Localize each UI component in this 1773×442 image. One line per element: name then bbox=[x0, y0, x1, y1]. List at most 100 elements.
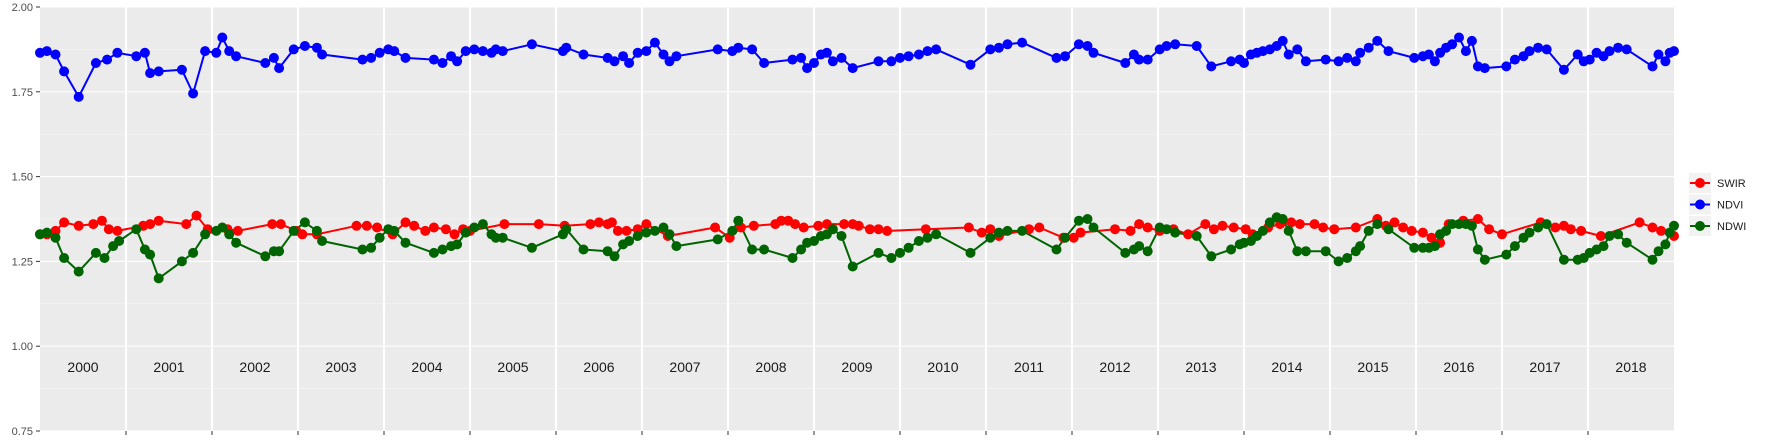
data-point-ndwi bbox=[796, 244, 807, 255]
data-point-swir bbox=[1125, 225, 1136, 236]
data-point-ndvi bbox=[1350, 56, 1361, 67]
data-point-ndvi bbox=[1541, 44, 1552, 55]
data-point-swir bbox=[1426, 232, 1437, 243]
data-point-ndvi bbox=[1660, 56, 1671, 67]
year-label: 2010 bbox=[927, 359, 958, 375]
data-point-ndwi bbox=[389, 225, 400, 236]
data-point-ndvi bbox=[317, 49, 328, 60]
data-point-swir bbox=[499, 219, 510, 230]
data-point-ndvi bbox=[1454, 32, 1464, 43]
data-point-ndvi bbox=[1409, 52, 1420, 63]
series-points bbox=[35, 32, 1679, 284]
data-point-ndvi bbox=[452, 56, 463, 67]
data-point-swir bbox=[88, 219, 99, 230]
data-point-swir bbox=[882, 225, 893, 236]
data-point-ndwi bbox=[1283, 225, 1294, 236]
data-point-ndwi bbox=[1257, 225, 1268, 236]
data-point-swir bbox=[864, 224, 875, 235]
data-point-swir bbox=[873, 224, 884, 235]
data-point-swir bbox=[1075, 227, 1086, 238]
data-point-ndwi bbox=[1300, 246, 1311, 257]
data-point-ndwi bbox=[809, 236, 819, 246]
data-point-swir bbox=[73, 220, 84, 231]
data-point-ndvi bbox=[671, 51, 682, 62]
data-point-ndvi bbox=[632, 47, 643, 58]
data-point-ndwi bbox=[1429, 241, 1440, 252]
data-point-ndvi bbox=[153, 66, 164, 77]
data-point-ndvi bbox=[1429, 56, 1440, 67]
data-point-ndwi bbox=[1660, 239, 1671, 250]
data-point-swir bbox=[606, 217, 617, 228]
data-point-ndwi bbox=[1161, 224, 1172, 235]
data-point-ndwi bbox=[827, 224, 838, 235]
data-point-ndwi bbox=[836, 231, 847, 241]
data-point-swir bbox=[449, 229, 460, 240]
data-point-swir bbox=[710, 222, 721, 233]
legend-label-ndwi: NDWI bbox=[1717, 221, 1746, 233]
data-point-ndvi bbox=[437, 58, 448, 68]
data-point-ndvi bbox=[985, 44, 996, 55]
year-label: 2009 bbox=[841, 359, 872, 375]
data-point-ndvi bbox=[1320, 54, 1331, 65]
data-point-swir bbox=[267, 219, 278, 230]
data-point-ndvi bbox=[274, 63, 285, 74]
data-point-ndwi bbox=[649, 225, 660, 236]
data-point-ndwi bbox=[1342, 253, 1353, 263]
data-point-swir bbox=[1200, 219, 1211, 230]
data-point-ndvi bbox=[1277, 35, 1288, 46]
data-point-swir bbox=[1656, 225, 1667, 236]
data-point-ndvi bbox=[965, 59, 976, 70]
data-point-ndvi bbox=[787, 54, 798, 65]
data-point-ndvi bbox=[1002, 39, 1013, 50]
year-label: 2006 bbox=[583, 359, 614, 375]
data-point-ndwi bbox=[733, 215, 744, 226]
y-axis: 0.75 1.00 1.25 1.50 1.75 2.00 bbox=[12, 2, 40, 438]
data-point-ndwi bbox=[1441, 225, 1452, 236]
data-point-swir bbox=[985, 224, 996, 235]
data-point-ndvi bbox=[1051, 52, 1062, 63]
legend: SWIR NDVI NDWI bbox=[1689, 173, 1746, 236]
data-point-swir bbox=[1647, 222, 1658, 233]
data-point-ndwi bbox=[1017, 225, 1028, 236]
data-point-ndwi bbox=[1277, 214, 1288, 224]
year-label: 2005 bbox=[497, 359, 528, 375]
data-point-ndvi bbox=[145, 68, 156, 79]
legend-key-ndwi bbox=[1695, 221, 1705, 231]
data-point-swir bbox=[748, 220, 759, 231]
data-point-ndvi bbox=[1300, 56, 1311, 67]
data-point-ndvi bbox=[1060, 51, 1071, 62]
data-point-swir bbox=[145, 219, 156, 230]
year-label: 2003 bbox=[325, 359, 356, 375]
data-point-ndvi bbox=[836, 52, 847, 63]
data-point-swir bbox=[1565, 224, 1576, 235]
data-point-ndvi bbox=[1073, 39, 1084, 50]
data-point-swir bbox=[798, 222, 809, 233]
data-point-ndwi bbox=[1226, 244, 1237, 255]
data-point-ndvi bbox=[827, 56, 838, 67]
data-point-ndvi bbox=[1283, 49, 1294, 60]
data-point-ndwi bbox=[727, 225, 738, 236]
data-point-ndwi bbox=[1142, 246, 1153, 257]
data-point-ndvi bbox=[1653, 49, 1664, 60]
data-point-ndwi bbox=[366, 242, 377, 253]
data-point-ndvi bbox=[1088, 47, 1099, 58]
data-point-ndwi bbox=[153, 273, 164, 284]
data-point-swir bbox=[1634, 217, 1645, 228]
data-point-ndwi bbox=[452, 239, 463, 250]
data-point-ndvi bbox=[1239, 58, 1249, 68]
data-point-ndwi bbox=[1454, 219, 1464, 230]
data-point-ndwi bbox=[1653, 246, 1664, 257]
data-point-swir bbox=[420, 225, 431, 236]
data-point-ndvi bbox=[139, 47, 150, 58]
data-point-swir bbox=[96, 215, 107, 226]
data-point-swir bbox=[1240, 224, 1251, 235]
data-point-ndvi bbox=[1082, 41, 1093, 51]
data-point-ndvi bbox=[903, 51, 914, 62]
data-point-ndwi bbox=[1170, 227, 1181, 238]
data-point-swir bbox=[853, 220, 864, 231]
data-point-ndvi bbox=[1226, 56, 1237, 67]
data-point-ndwi bbox=[632, 231, 643, 241]
data-point-ndwi bbox=[759, 244, 770, 255]
data-point-ndwi bbox=[437, 244, 448, 255]
data-point-ndwi bbox=[1206, 251, 1217, 262]
